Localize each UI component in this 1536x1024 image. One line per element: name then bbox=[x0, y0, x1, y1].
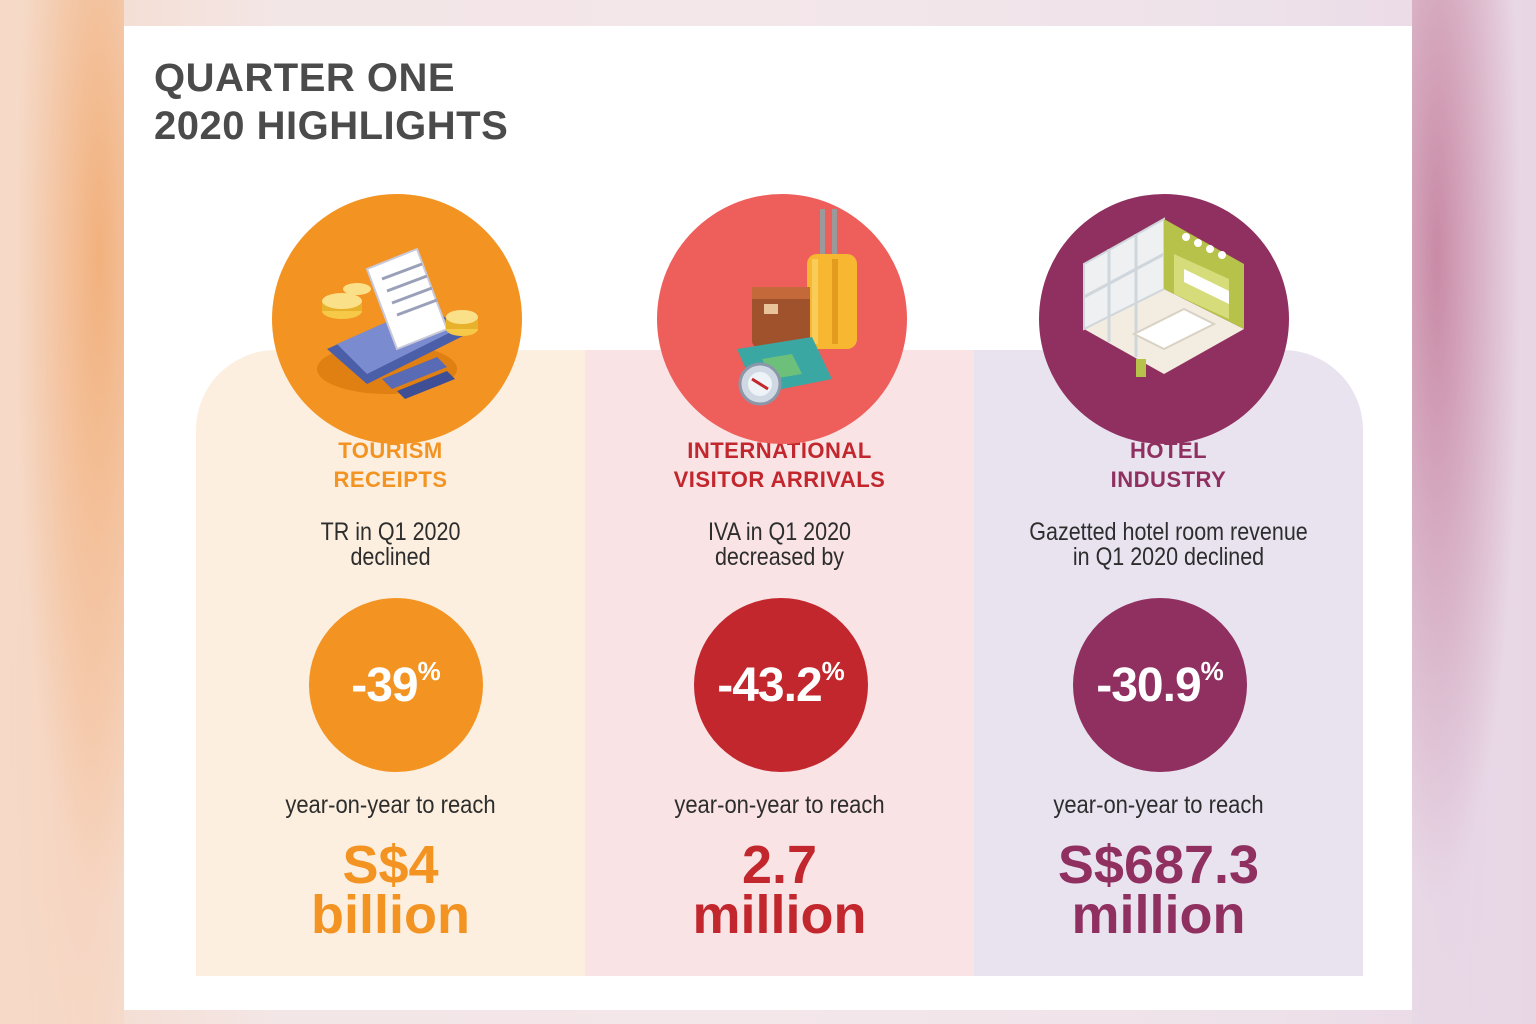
desc-line-2: in Q1 2020 declined bbox=[1072, 543, 1265, 571]
percent-sign: % bbox=[417, 655, 441, 686]
panel-category: TOURISM RECEIPTS bbox=[196, 436, 585, 494]
change-value: -39 bbox=[351, 658, 418, 712]
reach-text: year-on-year to reach bbox=[285, 791, 496, 819]
amount: S$687.3 million bbox=[964, 835, 1353, 945]
change-circle: -30.9% bbox=[1073, 598, 1247, 772]
panel-description: IVA in Q1 2020 decreased by bbox=[612, 520, 947, 570]
change-value: -30.9 bbox=[1096, 658, 1201, 712]
reach-text: year-on-year to reach bbox=[674, 791, 885, 819]
reach-text: year-on-year to reach bbox=[1053, 791, 1264, 819]
panel-description: TR in Q1 2020 declined bbox=[223, 520, 558, 570]
change-value: -43.2 bbox=[717, 658, 822, 712]
page-title: QUARTER ONE 2020 HIGHLIGHTS bbox=[154, 54, 508, 150]
desc-line-1: IVA in Q1 2020 bbox=[707, 518, 852, 546]
change-circle: -39% bbox=[309, 598, 483, 772]
receipt-coins-cards-icon bbox=[272, 194, 522, 444]
desc-line-2: declined bbox=[350, 543, 431, 571]
amount-line-2: billion bbox=[311, 885, 470, 945]
amount-line-1: 2.7 bbox=[741, 835, 818, 895]
luggage-map-compass-icon bbox=[657, 194, 907, 444]
background-blur-left bbox=[0, 0, 124, 1024]
panel-tourism-receipts: TOURISM RECEIPTS TR in Q1 2020 declined … bbox=[196, 350, 585, 976]
panel-hotel-industry: HOTEL INDUSTRY Gazetted hotel room reven… bbox=[974, 350, 1363, 976]
desc-line-2: decreased by bbox=[714, 543, 845, 571]
highlights-panels: TOURISM RECEIPTS TR in Q1 2020 declined … bbox=[196, 350, 1363, 976]
amount: S$4 billion bbox=[196, 835, 585, 945]
title-line-1: QUARTER ONE bbox=[154, 56, 456, 100]
change-circle: -43.2% bbox=[694, 598, 868, 772]
amount-line-1: S$4 bbox=[342, 835, 439, 895]
background-blur-right bbox=[1412, 0, 1536, 1024]
panel-description: Gazetted hotel room revenue in Q1 2020 d… bbox=[1001, 520, 1336, 570]
title-line-2: 2020 HIGHLIGHTS bbox=[154, 104, 509, 148]
amount-line-2: million bbox=[692, 885, 867, 945]
desc-line-1: TR in Q1 2020 bbox=[320, 518, 461, 546]
panel-category: INTERNATIONAL VISITOR ARRIVALS bbox=[585, 436, 974, 494]
panel-visitor-arrivals: INTERNATIONAL VISITOR ARRIVALS IVA in Q1… bbox=[585, 350, 974, 976]
category-line-2: VISITOR ARRIVALS bbox=[673, 467, 886, 492]
category-line-2: RECEIPTS bbox=[333, 467, 448, 492]
percent-sign: % bbox=[1200, 655, 1224, 686]
desc-line-1: Gazetted hotel room revenue bbox=[1029, 518, 1308, 546]
amount-line-1: S$687.3 bbox=[1057, 835, 1260, 895]
panel-category: HOTEL INDUSTRY bbox=[974, 436, 1363, 494]
amount-line-2: million bbox=[1071, 885, 1246, 945]
hotel-lobby-icon bbox=[1039, 194, 1289, 444]
amount: 2.7 million bbox=[585, 835, 974, 945]
category-line-2: INDUSTRY bbox=[1110, 467, 1227, 492]
infographic-card: QUARTER ONE 2020 HIGHLIGHTS TOURISM RECE… bbox=[124, 26, 1412, 1010]
percent-sign: % bbox=[821, 655, 845, 686]
